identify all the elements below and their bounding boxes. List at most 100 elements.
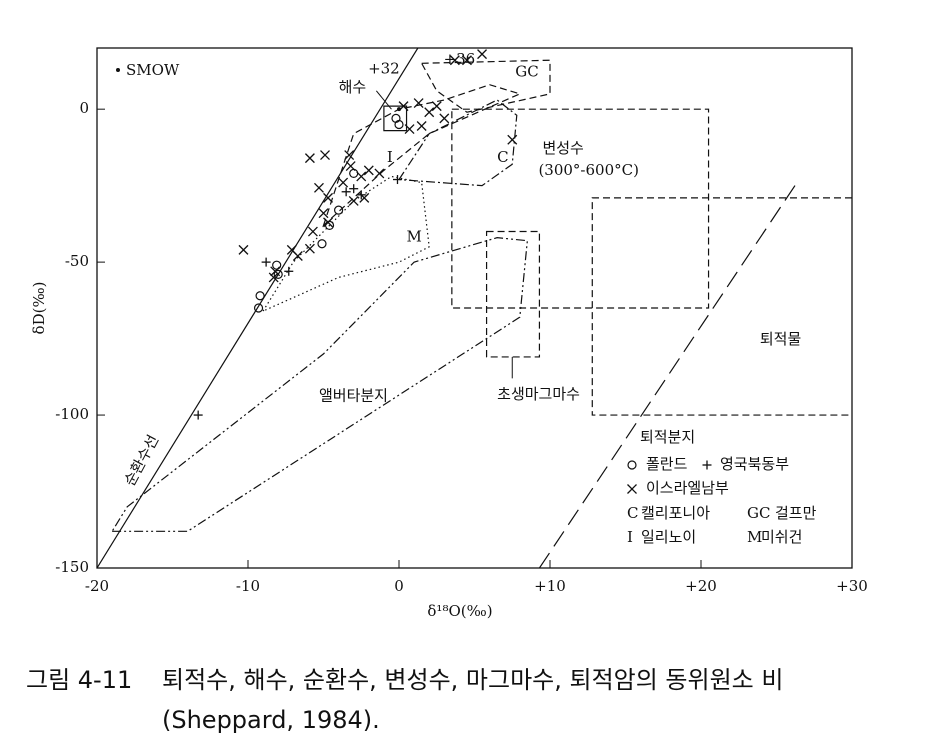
marker <box>318 208 329 219</box>
point <box>449 55 460 66</box>
marker <box>255 291 265 301</box>
region-label: 퇴적물 <box>760 330 801 348</box>
marker <box>116 68 120 72</box>
point <box>334 205 344 215</box>
plot-frame <box>96 47 853 569</box>
point <box>273 269 283 279</box>
marker <box>253 303 264 313</box>
point <box>348 195 359 206</box>
marker <box>334 205 344 215</box>
region-label: 앨버타분지 <box>319 387 388 405</box>
point <box>477 49 488 60</box>
marker <box>627 484 637 494</box>
region-outline <box>111 237 529 532</box>
marker <box>394 119 404 130</box>
marker <box>304 243 315 254</box>
marker <box>317 239 327 249</box>
marker <box>268 272 279 283</box>
marker <box>345 161 356 172</box>
marker <box>439 113 450 124</box>
point <box>394 119 404 130</box>
y-axis-label: δD(‰) <box>30 282 48 335</box>
key-name: 미쉬건 <box>761 528 802 546</box>
region-outline <box>383 105 408 132</box>
region-label: 해수 <box>339 78 367 96</box>
legend-label: SMOW <box>126 61 180 79</box>
legend-label: 이스라엘남부 <box>646 479 729 497</box>
marker <box>314 182 324 193</box>
marker <box>374 168 385 179</box>
y-tick-label: -100 <box>55 405 89 423</box>
key-abbr: GC <box>747 504 770 522</box>
point <box>627 484 637 494</box>
leader <box>375 90 392 110</box>
point <box>507 134 518 145</box>
legend-label: 폴란드 <box>646 455 688 473</box>
point <box>404 124 415 135</box>
region-label: 변성수 <box>542 139 583 157</box>
key-abbr: C <box>627 504 638 522</box>
key-abbr: M <box>747 528 762 546</box>
marker <box>270 266 281 277</box>
marker <box>307 226 318 237</box>
marker <box>449 55 460 66</box>
point <box>392 175 402 185</box>
point <box>461 55 472 66</box>
caption-text: 퇴적수, 해수, 순환수, 변성수, 마그마수, 퇴적암의 동위원소 비 (Sh… <box>162 666 784 734</box>
point <box>356 171 367 182</box>
marker <box>398 101 409 112</box>
key-name: 걸프만 <box>775 504 817 522</box>
point <box>116 68 120 72</box>
point <box>359 192 370 203</box>
marker <box>349 168 359 179</box>
point <box>317 239 327 249</box>
region-sublabel: (300°-600°C) <box>538 161 639 179</box>
key-abbr: I <box>627 528 633 546</box>
point <box>323 217 333 228</box>
region-label: GC <box>515 62 538 80</box>
point <box>307 226 318 237</box>
point <box>272 260 282 270</box>
marker <box>292 251 303 261</box>
caption: 그림 4-11 퇴적수, 해수, 순환수, 변성수, 마그마수, 퇴적암의 동위원… <box>26 660 896 740</box>
point <box>304 243 315 254</box>
x-tick-label: +10 <box>534 577 566 595</box>
point <box>627 460 637 470</box>
point <box>270 266 281 277</box>
legend-title: 퇴적분지 <box>640 428 695 446</box>
water-line <box>97 48 419 568</box>
marker <box>344 150 355 161</box>
point <box>255 291 265 301</box>
chart: δ¹⁸O(‰) δD(‰) -20 -10 0 +10 +20 +300-50-100-1… <box>30 47 868 620</box>
marker <box>338 177 349 188</box>
legend-label: 영국북동부 <box>720 455 789 473</box>
x-tick-label: -10 <box>236 577 260 595</box>
region-label: M <box>407 228 422 246</box>
marker <box>507 134 518 145</box>
marker <box>273 269 283 279</box>
point <box>323 192 333 203</box>
point <box>320 150 330 161</box>
marker <box>272 260 282 270</box>
key-name: 일리노이 <box>641 528 696 546</box>
y-tick-label: -50 <box>65 252 89 270</box>
marker <box>413 98 424 109</box>
caption-label: 그림 4-11 <box>26 666 133 694</box>
x-tick-label: 0 <box>394 577 404 595</box>
region-outline <box>420 59 551 113</box>
point <box>238 244 249 255</box>
marker <box>323 217 333 228</box>
point <box>338 177 349 188</box>
marker <box>238 244 249 255</box>
point <box>398 101 409 112</box>
point <box>253 303 264 313</box>
point <box>304 153 315 164</box>
marker <box>461 55 472 66</box>
point <box>349 184 359 194</box>
marker <box>424 107 435 118</box>
region-outline <box>591 197 852 416</box>
x-axis-label: δ¹⁸O(‰) <box>427 602 492 620</box>
region-label: I <box>387 148 393 166</box>
point <box>341 187 351 197</box>
